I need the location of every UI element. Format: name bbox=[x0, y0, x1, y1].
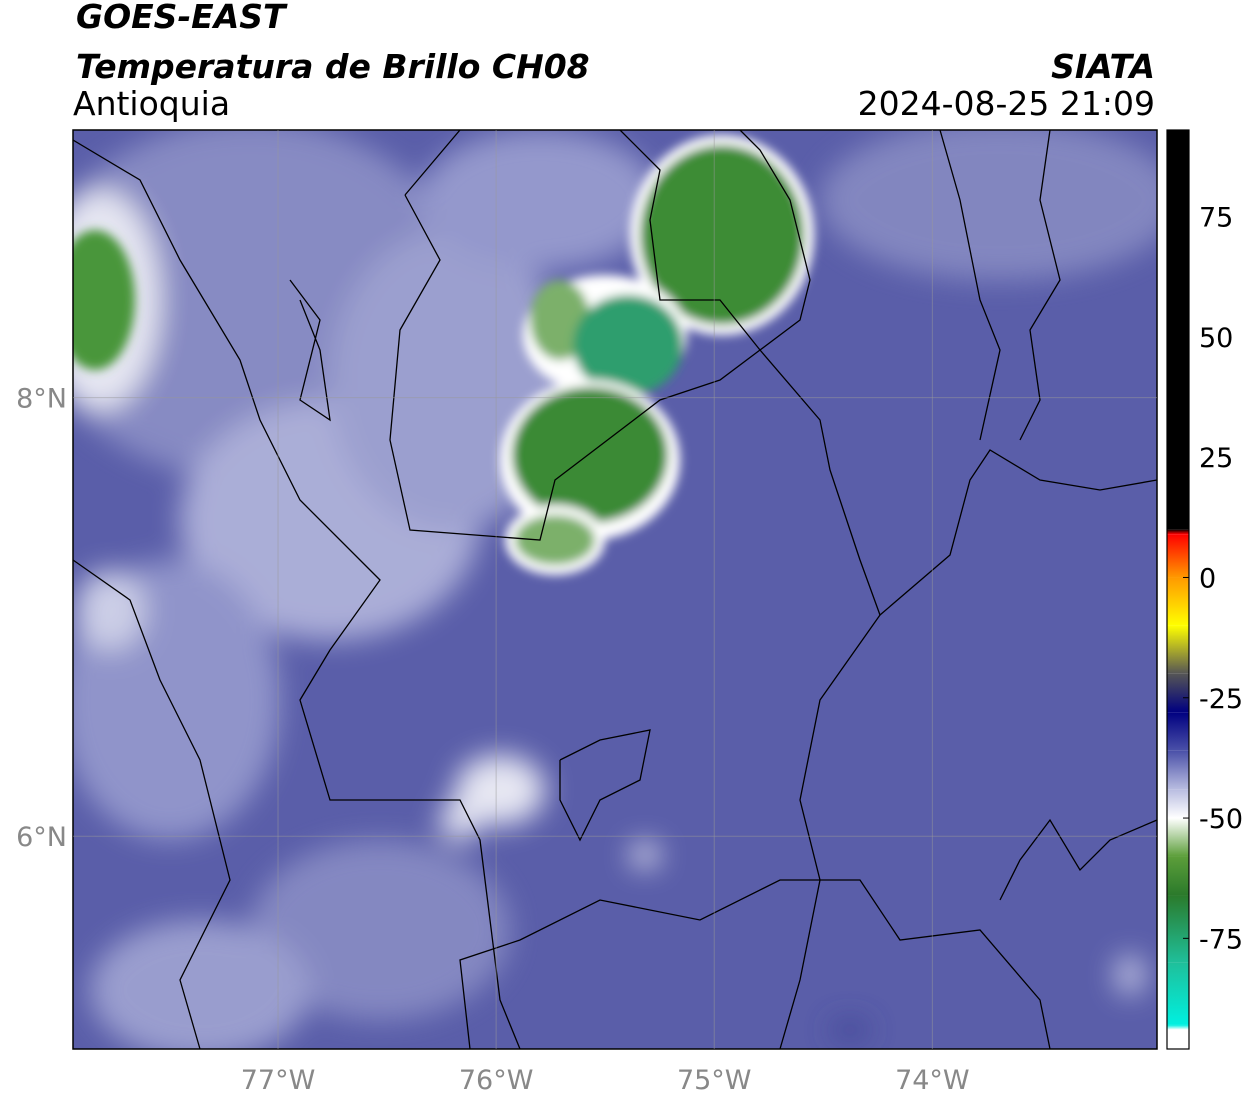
colorbar-segment bbox=[1167, 1029, 1189, 1049]
colorbar-segment bbox=[1167, 130, 1189, 530]
map-frame bbox=[72, 129, 1158, 1050]
colorbar-segment bbox=[1167, 818, 1189, 857]
colorbar-segment bbox=[1167, 712, 1189, 751]
subtitle: Temperatura de Brillo CH08 bbox=[76, 47, 590, 86]
colorbar-segment bbox=[1167, 789, 1189, 819]
map-image bbox=[73, 130, 1157, 1049]
colorbar-segment bbox=[1167, 577, 1189, 626]
colorbar-segment bbox=[1167, 1024, 1189, 1030]
source: SIATA bbox=[1051, 47, 1155, 86]
title: GOES-EAST bbox=[76, 0, 288, 36]
colorbar-segment bbox=[1167, 534, 1189, 578]
x-tick-label: 74°W bbox=[895, 1065, 970, 1096]
colorbar-frame bbox=[1166, 129, 1190, 1050]
x-tick-label: 75°W bbox=[677, 1065, 752, 1096]
colorbar-segment bbox=[1167, 750, 1189, 790]
colorbar-tick-label: 0 bbox=[1199, 563, 1216, 594]
colorbar-segment bbox=[1167, 962, 1189, 1025]
colorbar-segment bbox=[1167, 625, 1189, 674]
colorbar-tick-label: -75 bbox=[1199, 924, 1243, 955]
colorbar-tick-label: 75 bbox=[1199, 203, 1233, 234]
colorbar-tick-label: 25 bbox=[1199, 443, 1233, 474]
colorbar-segment bbox=[1167, 673, 1189, 713]
x-tick-label: 77°W bbox=[241, 1065, 316, 1096]
colorbar-tick-label: -25 bbox=[1199, 684, 1243, 715]
colorbar-tick-label: -50 bbox=[1199, 804, 1243, 835]
region: Antioquia bbox=[73, 84, 230, 123]
y-tick-label: 6°N bbox=[16, 822, 67, 853]
colorbar-segment bbox=[1167, 895, 1189, 963]
colorbar-tick-label: 50 bbox=[1199, 323, 1233, 354]
colorbar-segment bbox=[1167, 856, 1189, 896]
timestamp: 2024-08-25 21:09 bbox=[858, 84, 1155, 123]
x-tick-label: 76°W bbox=[459, 1065, 534, 1096]
y-tick-label: 8°N bbox=[16, 384, 67, 415]
colorbar-segment bbox=[1167, 529, 1189, 535]
